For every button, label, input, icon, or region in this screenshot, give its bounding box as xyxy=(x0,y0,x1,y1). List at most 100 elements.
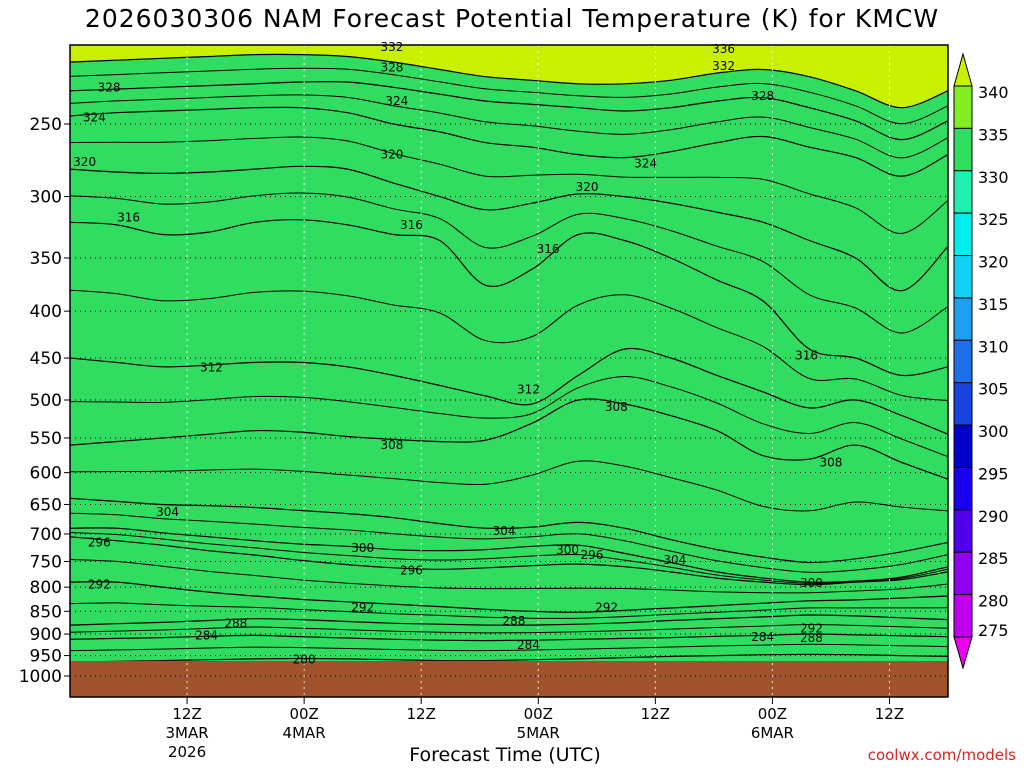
colorbar: 340 335 330 325 320 315 310 305 300 295 290 285 280 2… xyxy=(953,52,1009,670)
isentrope-308 xyxy=(70,398,948,480)
colorbar-label-335: 335 xyxy=(978,125,1009,144)
contour-label-328: 328 xyxy=(98,80,121,94)
contour-label-320: 320 xyxy=(380,148,403,162)
contour-label-296: 296 xyxy=(88,535,111,549)
contour-label-300: 300 xyxy=(351,541,374,555)
colorbar-label-315: 315 xyxy=(978,295,1009,314)
isentrope-316 xyxy=(70,219,948,377)
contour-label-312: 312 xyxy=(517,383,540,397)
contour-label-304: 304 xyxy=(493,524,516,538)
contour-label-316: 316 xyxy=(400,218,423,232)
y-tick-label-550: 550 xyxy=(30,429,62,449)
x-tick-label-42-2: 5MAR xyxy=(517,724,560,742)
contour-label-284: 284 xyxy=(751,630,774,644)
colorbar-segment-315 xyxy=(953,297,973,341)
grid-lines xyxy=(70,45,948,697)
colorbar-bottom-arrow xyxy=(953,636,973,670)
isentrope-intermediate xyxy=(70,375,948,458)
isentrope-intermediate xyxy=(70,559,948,594)
isentrope-intermediate xyxy=(70,136,948,234)
isentrope-intermediate xyxy=(70,532,948,584)
contour-label-300: 300 xyxy=(800,576,823,590)
x-tick-label-66-1: 00Z xyxy=(758,705,787,723)
contour-label-320: 320 xyxy=(576,180,599,194)
contour-label-280: 280 xyxy=(293,652,316,666)
isentrope-intermediate xyxy=(70,602,948,619)
colorbar-segment-320 xyxy=(953,255,973,299)
colorbar-segment-325 xyxy=(953,212,973,257)
chart-title: 2026030306 NAM Forecast Potential Temper… xyxy=(84,4,940,33)
y-tick-label-250: 250 xyxy=(30,115,62,135)
contour-label-324: 324 xyxy=(385,94,408,108)
isentrope-intermediate xyxy=(70,94,948,159)
contour-label-320: 320 xyxy=(73,155,96,169)
isentrope-292 xyxy=(70,581,948,613)
y-tick-label-400: 400 xyxy=(30,302,62,322)
contour-label-308: 308 xyxy=(605,400,628,414)
y-tick-label-500: 500 xyxy=(30,391,62,411)
y-tick-label-850: 850 xyxy=(30,602,62,622)
contour-label-308: 308 xyxy=(819,456,842,470)
isentrope-lines xyxy=(70,53,948,663)
contour-label-308: 308 xyxy=(380,438,403,452)
colorbar-segment-285 xyxy=(953,551,973,596)
isentrope-intermediate xyxy=(70,460,948,512)
colorbar-label-285: 285 xyxy=(978,549,1009,568)
contour-label-288: 288 xyxy=(224,616,247,630)
isentrope-332 xyxy=(70,53,948,109)
contour-label-296: 296 xyxy=(400,563,423,577)
contour-label-300: 300 xyxy=(556,543,579,557)
x-tick-label-18-2: 4MAR xyxy=(283,724,326,742)
x-tick-label-66-2: 6MAR xyxy=(751,724,794,742)
contour-label-284: 284 xyxy=(195,628,218,642)
contour-label-336: 336 xyxy=(712,42,735,56)
colorbar-top-arrow xyxy=(953,52,973,87)
colorbar-label-275: 275 xyxy=(978,621,1009,640)
colorbar-segment-295 xyxy=(953,466,973,511)
colorbar-label-295: 295 xyxy=(978,464,1009,483)
y-tick-label-800: 800 xyxy=(30,578,62,598)
colorbar-segment-340 xyxy=(953,85,973,129)
contour-label-284: 284 xyxy=(517,638,540,652)
colorbar-label-280: 280 xyxy=(978,592,1009,611)
x-tick-label-42-1: 00Z xyxy=(524,705,553,723)
colorbar-label-305: 305 xyxy=(978,380,1009,399)
isentrope-288 xyxy=(70,614,948,626)
site-credit[interactable]: coolwx.com/models xyxy=(867,746,1016,764)
contour-label-324: 324 xyxy=(83,111,106,125)
y-tick-label-700: 700 xyxy=(30,525,62,545)
colorbar-segment-300 xyxy=(953,424,973,468)
y-tick-label-950: 950 xyxy=(30,647,62,667)
contour-label-288: 288 xyxy=(800,631,823,645)
isentrope-intermediate xyxy=(70,289,948,402)
x-tick-label-78-1: 12Z xyxy=(875,705,904,723)
contour-label-292: 292 xyxy=(800,621,823,635)
x-tick-label-54-1: 12Z xyxy=(641,705,670,723)
contour-label-304: 304 xyxy=(663,553,686,567)
contour-label-316: 316 xyxy=(537,242,560,256)
contour-label-292: 292 xyxy=(88,578,111,592)
y-tick-label-750: 750 xyxy=(30,552,62,572)
y-tick-label-600: 600 xyxy=(30,464,62,484)
colorbar-segment-330 xyxy=(953,170,973,214)
y-tick-label-650: 650 xyxy=(30,495,62,515)
contour-label-316: 316 xyxy=(795,348,818,362)
isentrope-328 xyxy=(70,80,948,141)
colorbar-segment-335 xyxy=(953,127,973,172)
colorbar-segment-310 xyxy=(953,339,973,384)
contour-label-332: 332 xyxy=(712,59,735,73)
y-tick-label-900: 900 xyxy=(30,625,62,645)
colorbar-label-340: 340 xyxy=(978,83,1009,102)
isentrope-312 xyxy=(70,347,948,435)
isentrope-304 xyxy=(70,497,948,564)
isentrope-intermediate xyxy=(70,67,948,125)
colorbar-label-290: 290 xyxy=(978,507,1009,526)
isentrope-intermediate xyxy=(70,512,948,573)
contour-label-316: 316 xyxy=(117,210,140,224)
x-tick-label-6-1: 12Z xyxy=(172,705,201,723)
contour-label-324: 324 xyxy=(634,156,657,170)
y-axis: 250 300 350 400 450 500 550 600 650 700 750 800 850 9… xyxy=(19,115,70,687)
colorbar-segment-280 xyxy=(953,594,973,638)
